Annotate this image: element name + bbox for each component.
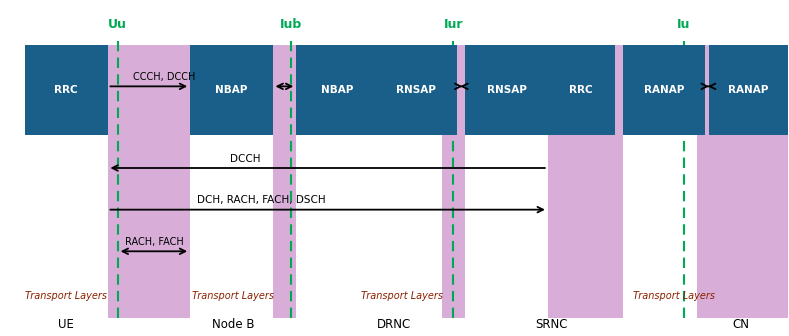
Text: CN: CN bbox=[732, 318, 749, 331]
Text: Iub: Iub bbox=[279, 18, 302, 31]
Bar bbox=[375, 45, 458, 318]
Text: CCCH, DCCH: CCCH, DCCH bbox=[133, 72, 196, 82]
Text: Iur: Iur bbox=[443, 18, 463, 31]
Bar bbox=[615, 45, 697, 318]
Text: Transport Layers: Transport Layers bbox=[633, 291, 715, 301]
Bar bbox=[107, 45, 190, 318]
Bar bbox=[466, 45, 548, 318]
Text: RRC: RRC bbox=[570, 85, 593, 95]
Bar bbox=[548, 45, 615, 135]
Text: Uu: Uu bbox=[108, 18, 127, 31]
Bar bbox=[375, 45, 458, 135]
Bar bbox=[442, 45, 466, 318]
Text: NBAP: NBAP bbox=[321, 85, 353, 95]
Text: Transport Layers: Transport Layers bbox=[361, 291, 443, 301]
Bar bbox=[25, 45, 107, 135]
Text: UE: UE bbox=[58, 318, 74, 331]
Text: Node B: Node B bbox=[212, 318, 255, 331]
Text: DCCH: DCCH bbox=[230, 154, 260, 164]
Text: RANAP: RANAP bbox=[644, 85, 684, 95]
Text: Transport Layers: Transport Layers bbox=[25, 291, 107, 301]
Text: SRNC: SRNC bbox=[536, 318, 568, 331]
Bar bbox=[466, 45, 548, 135]
Bar bbox=[548, 45, 623, 318]
Bar bbox=[190, 45, 273, 318]
Bar bbox=[623, 45, 705, 135]
Text: RANAP: RANAP bbox=[728, 85, 768, 95]
Bar bbox=[705, 45, 787, 318]
Text: RNSAP: RNSAP bbox=[487, 85, 526, 95]
Text: NBAP: NBAP bbox=[215, 85, 248, 95]
Text: RRC: RRC bbox=[54, 85, 78, 95]
Text: Transport Layers: Transport Layers bbox=[193, 291, 275, 301]
Text: Iu: Iu bbox=[677, 18, 690, 31]
Bar bbox=[709, 45, 787, 135]
Bar bbox=[190, 45, 273, 135]
Bar bbox=[25, 45, 787, 318]
Bar bbox=[25, 45, 107, 318]
Text: DRNC: DRNC bbox=[377, 318, 412, 331]
Bar bbox=[296, 45, 379, 135]
Text: RACH, FACH: RACH, FACH bbox=[125, 237, 183, 247]
Bar bbox=[296, 45, 379, 318]
Bar bbox=[273, 45, 296, 318]
Text: DCH, RACH, FACH, DSCH: DCH, RACH, FACH, DSCH bbox=[196, 195, 325, 205]
Text: RNSAP: RNSAP bbox=[396, 85, 436, 95]
